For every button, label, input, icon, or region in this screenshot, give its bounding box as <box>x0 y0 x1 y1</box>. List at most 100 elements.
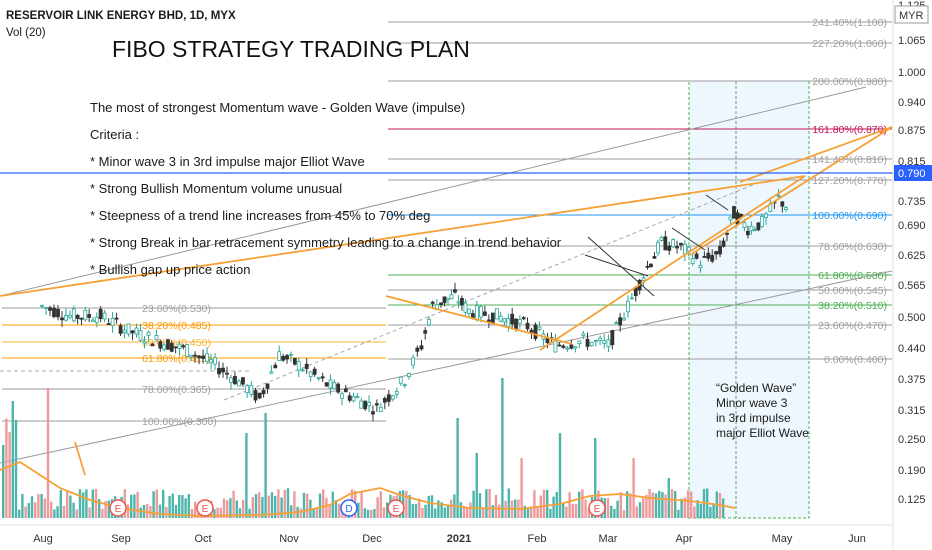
volume-bar <box>190 508 194 518</box>
candle-body <box>351 396 356 402</box>
candle-body <box>316 377 321 380</box>
volume-bar <box>376 497 379 518</box>
volume-bar <box>98 499 101 518</box>
candle-body <box>289 353 293 356</box>
volume-bar <box>542 489 546 518</box>
volume-bar <box>2 444 5 518</box>
candle-body <box>721 240 726 247</box>
candle-body <box>209 359 213 364</box>
candle-body <box>300 369 305 372</box>
volume-bar <box>325 497 328 518</box>
time-tick-label: Sep <box>111 533 131 545</box>
volume-bar <box>469 502 472 518</box>
candle-body <box>249 385 254 395</box>
event-marker-label: D <box>345 504 352 515</box>
volume-bar <box>235 500 238 518</box>
candle-body <box>237 380 241 387</box>
volume-bar <box>549 508 552 518</box>
plan-line: The most of strongest Momentum wave - Go… <box>90 100 465 115</box>
candle-body <box>456 301 461 304</box>
note-line: Minor wave 3 <box>716 396 788 410</box>
candle-body <box>217 368 221 375</box>
volume-bar <box>664 494 667 518</box>
volume-bar <box>158 504 162 518</box>
candle-body <box>753 229 757 231</box>
currency-button-frame[interactable] <box>894 5 929 24</box>
down-trendline <box>385 295 573 345</box>
volume-bar <box>14 419 18 518</box>
candle-body <box>618 317 623 326</box>
volume-bar <box>360 492 363 518</box>
volume-bar <box>494 494 498 518</box>
candle-body <box>181 345 186 348</box>
price-tick-label: 0.190 <box>898 465 926 477</box>
candle-body <box>589 341 594 347</box>
volume-bar <box>315 507 318 518</box>
candle-body <box>498 315 503 322</box>
volume-bar <box>50 501 53 518</box>
plan-criteria: The most of strongest Momentum wave - Go… <box>90 100 562 277</box>
volume-bar <box>85 489 88 518</box>
volume-bar <box>24 506 27 518</box>
candle-body <box>71 308 76 322</box>
volume-bar <box>21 493 24 518</box>
midline-dashed <box>223 181 761 401</box>
volume-bar <box>62 506 66 518</box>
candle-body <box>411 357 416 366</box>
candle-body <box>502 318 507 323</box>
candle-body <box>269 371 274 374</box>
fib2-level-label: 50.00%(0.545) <box>818 285 887 297</box>
volume-bar <box>56 506 59 518</box>
candle-body <box>641 277 646 281</box>
volume-bar <box>533 490 536 518</box>
candle-body <box>467 308 471 314</box>
volume-bar <box>174 504 178 518</box>
candle-body <box>742 222 747 228</box>
volume-bar <box>59 489 62 518</box>
event-marker-circle <box>109 499 127 517</box>
candle-body <box>784 207 788 210</box>
volume-bar <box>552 496 555 518</box>
volume-bar <box>162 489 165 518</box>
volume-bar <box>318 493 322 518</box>
candle-body <box>60 317 64 321</box>
volume-bar <box>459 502 462 518</box>
volume-bar <box>616 500 619 518</box>
time-tick-label: Jun <box>848 533 866 545</box>
volume-bar <box>270 492 274 518</box>
volume-bar <box>581 489 584 518</box>
current-price-label: 0.790 <box>898 168 926 180</box>
volume-bar <box>584 499 587 518</box>
candle-body <box>166 339 170 350</box>
event-marker-circle <box>196 499 214 517</box>
volume-bar <box>101 508 104 518</box>
currency-button[interactable]: MYR <box>899 10 924 22</box>
price-tick-label: 0.565 <box>898 280 926 292</box>
candle-body <box>494 308 499 320</box>
price-tick-label: 0.440 <box>898 343 926 355</box>
fib2-level-label: 227.20%(1.060) <box>812 38 887 50</box>
candle-body <box>629 297 634 300</box>
volume-bar <box>363 508 366 518</box>
volume-bar <box>405 491 408 518</box>
candle-body <box>169 343 174 352</box>
candle-body <box>378 406 383 412</box>
trend-channel <box>0 86 893 464</box>
candle-body <box>367 401 371 407</box>
volume-bar <box>613 508 616 518</box>
price-tick-label: 0.315 <box>898 405 926 417</box>
candle-body <box>94 316 99 324</box>
volume-bar <box>187 494 190 518</box>
candle-body <box>221 367 225 373</box>
candle-body <box>75 314 80 319</box>
volume-bar <box>382 507 386 518</box>
fib2-level-label: 141.40%(0.810) <box>812 154 887 166</box>
volume-bar <box>475 453 478 518</box>
time-axis: Aug Sep Oct Nov Dec 2021 Feb Mar Apr May Jun <box>0 0 894 550</box>
volume-bar <box>699 503 702 518</box>
candle-body <box>682 243 687 255</box>
volume-bar <box>638 502 642 518</box>
time-tick-label: Feb <box>528 533 547 545</box>
